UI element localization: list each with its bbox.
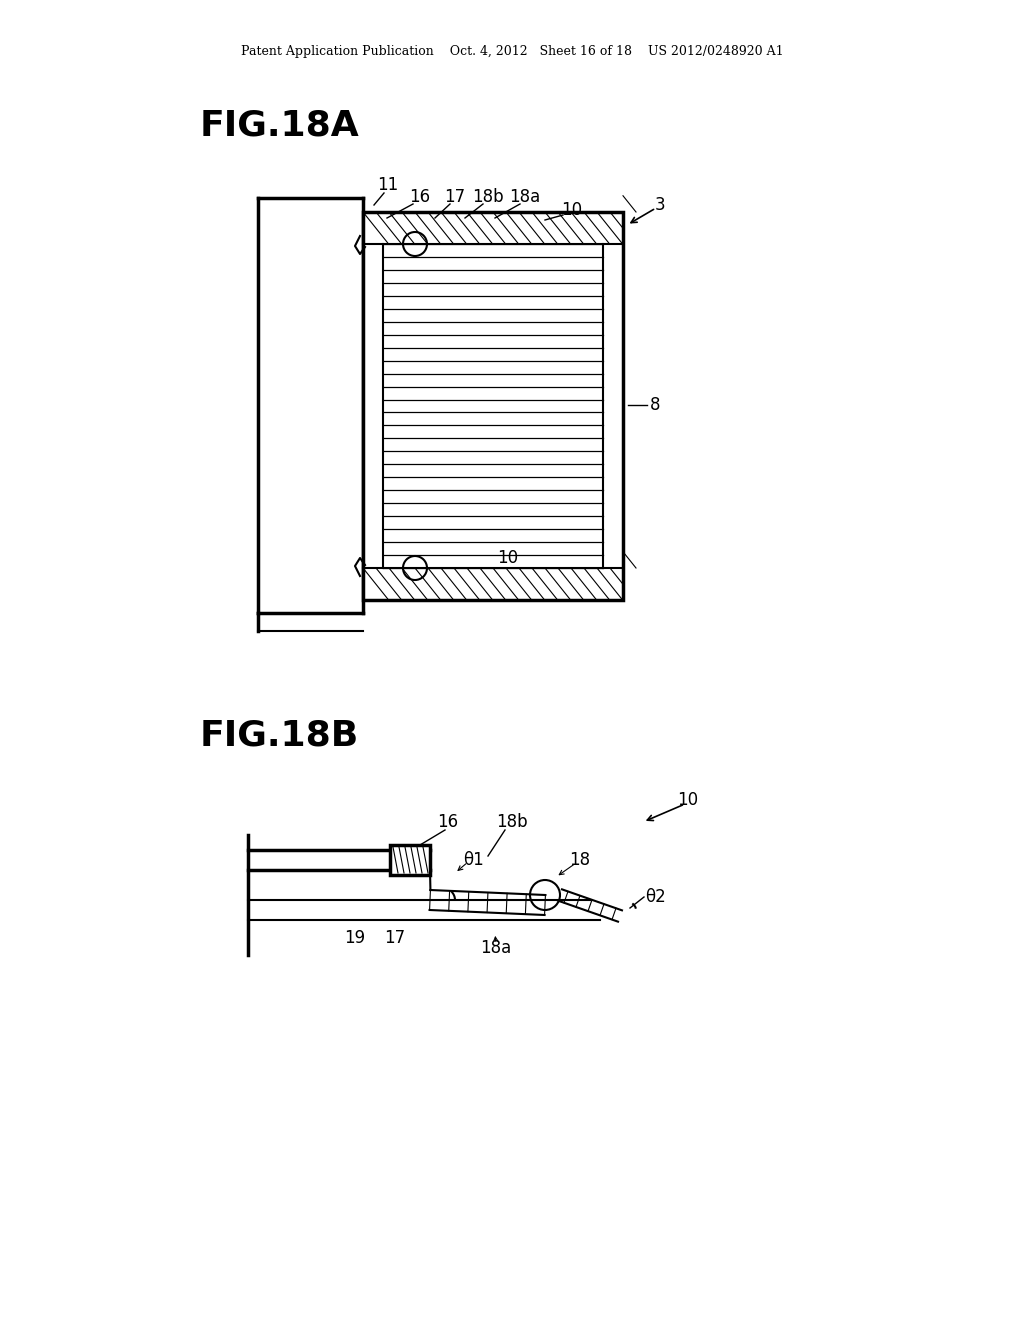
Text: 19: 19 (344, 929, 366, 946)
Text: 3: 3 (654, 195, 666, 214)
Text: 8: 8 (650, 396, 660, 414)
Bar (390, 845, 430, 875)
Text: 10: 10 (498, 549, 518, 568)
Text: 16: 16 (437, 813, 459, 832)
Text: 18b: 18b (472, 187, 504, 206)
Text: 10: 10 (678, 791, 698, 809)
Text: FIG.18A: FIG.18A (200, 108, 359, 143)
Text: 11: 11 (378, 176, 398, 194)
Text: θ2: θ2 (645, 888, 666, 906)
Text: 17: 17 (384, 929, 406, 946)
Text: θ1: θ1 (463, 851, 483, 869)
Text: 10: 10 (561, 201, 583, 219)
Text: FIG.18B: FIG.18B (200, 718, 359, 752)
Text: Patent Application Publication    Oct. 4, 2012   Sheet 16 of 18    US 2012/02489: Patent Application Publication Oct. 4, 2… (241, 45, 783, 58)
Text: 18a: 18a (509, 187, 541, 206)
Text: 18a: 18a (480, 939, 512, 957)
Text: 18: 18 (569, 851, 591, 869)
Bar (362, 213, 623, 601)
Text: 16: 16 (410, 187, 430, 206)
Text: 18b: 18b (497, 813, 527, 832)
Text: 17: 17 (444, 187, 466, 206)
